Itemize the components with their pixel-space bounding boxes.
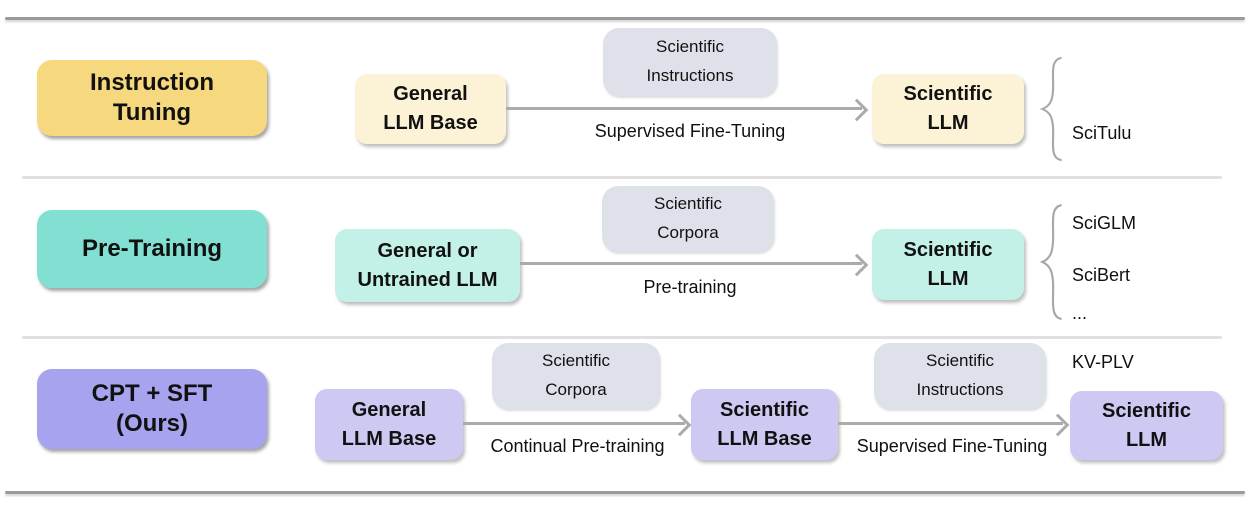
row1-end-box-line1: Scientific [903, 83, 993, 105]
row3-end-box: Scientific LLM [1070, 391, 1223, 460]
brace-icon [1039, 204, 1062, 320]
row3-data-box2-line1: Scientific [925, 351, 995, 371]
row3-start-box: General LLM Base [315, 389, 463, 460]
model-list-item: SciGLM [1072, 213, 1137, 233]
row1-arrowhead-icon [845, 98, 869, 122]
row3-data-box1-line2: Corpora [545, 380, 607, 399]
row3-end-box-line2: LLM [1125, 428, 1168, 451]
row1-start-box-line2: LLM Base [383, 112, 478, 134]
row1-end-box-line2: LLM [927, 112, 969, 134]
row1-start-box-line1: General [393, 83, 468, 105]
row3-start-box-line1: General [351, 398, 427, 421]
model-list-item: KV-PLV [1072, 352, 1134, 372]
row3-arrowhead2-icon [1046, 413, 1070, 437]
row3-arrow2-label: Supervised Fine-Tuning [856, 436, 1048, 456]
row3-arrowhead1-icon [668, 413, 692, 437]
row2-start-box-line1: General or [377, 239, 478, 262]
row1-end-box: Scientific LLM [872, 74, 1024, 144]
row2-method-label: Pre-Training [37, 210, 267, 288]
row1-method-label-line2: Tuning [112, 99, 192, 126]
top-border-line [5, 17, 1245, 20]
brace-icon [1039, 57, 1062, 161]
row3-arrow2 [838, 422, 1063, 425]
row2-start-box-line2: Untrained LLM [357, 268, 498, 291]
row2-row3-divider [22, 336, 1222, 339]
row3-mid-box-line2: LLM Base [717, 427, 812, 450]
row1-row2-divider [22, 176, 1222, 179]
row2-method-label-line1: Pre-Training [81, 235, 223, 262]
row2-end-box-line2: LLM [927, 267, 969, 290]
row1-output-models: SciTulu SciGLM ... [1072, 58, 1136, 388]
row2-data-box-line1: Scientific [653, 194, 723, 214]
row2-end-box: Scientific LLM [872, 229, 1024, 300]
row1-data-box-line1: Scientific [655, 37, 725, 57]
row3-data-box1-line1: Scientific [541, 351, 611, 371]
bottom-border-line [5, 491, 1245, 494]
row1-method-label: Instruction Tuning [37, 60, 267, 136]
row1-method-label-line1: Instruction [90, 69, 214, 96]
row3-method-label-line1: CPT + SFT [91, 380, 213, 407]
row1-data-box-line2: Instructions [646, 66, 734, 85]
row3-method-label: CPT + SFT (Ours) [37, 369, 267, 449]
row2-arrow [520, 262, 862, 265]
row1-arrow [506, 107, 862, 110]
row2-output-models: SciBert KV-PLV Galactica ... [1072, 203, 1147, 506]
row3-data-box2: Scientific Instructions [874, 343, 1046, 409]
row1-arrow-label: Supervised Fine-Tuning [594, 121, 786, 141]
row3-data-box1: Scientific Corpora [492, 343, 660, 409]
row1-start-box: General LLM Base [355, 74, 506, 144]
row3-data-box2-line2: Instructions [916, 380, 1004, 399]
row3-method-label-line2: (Ours) [116, 410, 188, 437]
row2-start-box: General or Untrained LLM [335, 229, 520, 302]
row3-arrow1-label: Continual Pre-training [490, 436, 665, 456]
row3-end-box-line1: Scientific [1102, 399, 1191, 422]
model-list-item: SciTulu [1072, 123, 1132, 143]
row3-mid-box: Scientific LLM Base [691, 389, 838, 460]
model-list-item: SciBert [1072, 265, 1131, 285]
row2-arrow-label: Pre-training [643, 277, 737, 297]
row3-start-box-line2: LLM Base [341, 427, 437, 450]
row3-arrow1 [463, 422, 685, 425]
row2-data-box: Scientific Corpora [602, 186, 774, 252]
row2-end-box-line1: Scientific [903, 238, 993, 261]
row1-data-box: Scientific Instructions [603, 28, 777, 96]
row2-data-box-line2: Corpora [657, 223, 719, 242]
row3-mid-box-line1: Scientific [720, 398, 809, 421]
model-list-item: ... [1072, 303, 1088, 323]
row2-arrowhead-icon [845, 253, 869, 277]
